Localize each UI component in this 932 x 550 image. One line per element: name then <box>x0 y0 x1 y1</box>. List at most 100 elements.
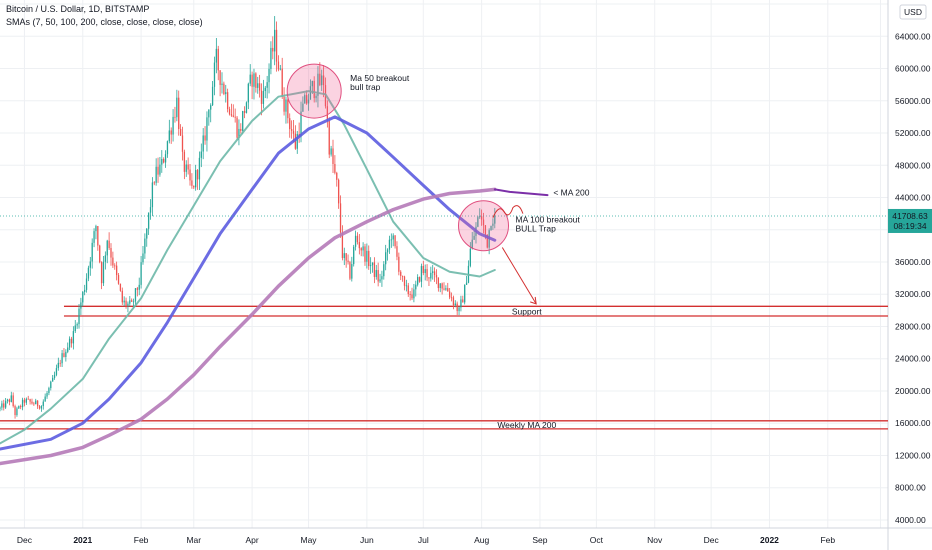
candle-body <box>29 399 31 402</box>
candle <box>38 405 41 410</box>
candle-body <box>20 406 22 408</box>
candle-body <box>433 271 436 276</box>
candle-body <box>144 238 146 254</box>
candle <box>422 260 424 276</box>
candle <box>249 64 251 87</box>
candle-body <box>63 353 65 357</box>
candle-body <box>191 180 193 186</box>
candle-body <box>61 353 63 364</box>
candle-body <box>287 99 289 119</box>
y-tick-label: 64000.00 <box>895 31 931 41</box>
candle <box>477 215 479 228</box>
x-tick-label: Dec <box>17 535 33 545</box>
weekly-ma200-label: Weekly MA 200 <box>497 420 556 430</box>
candle-body <box>275 29 278 62</box>
candle-body <box>317 73 319 96</box>
candle <box>161 150 163 173</box>
candle-body <box>315 95 317 99</box>
candle <box>386 248 389 261</box>
candle <box>358 234 360 255</box>
candle <box>242 110 244 135</box>
candle-body <box>341 232 344 259</box>
x-tick-label: Jun <box>360 535 374 545</box>
candle-body <box>202 135 204 152</box>
candle-body <box>339 203 342 233</box>
candle <box>257 76 259 94</box>
candle-body <box>486 234 488 248</box>
candle <box>89 256 91 276</box>
candle <box>364 243 366 266</box>
candle-body <box>121 290 123 303</box>
candle-body <box>247 83 249 103</box>
candle-body <box>253 73 255 87</box>
candle <box>157 157 159 183</box>
candle-body <box>44 396 46 402</box>
candle <box>129 296 131 307</box>
candle-body <box>285 99 287 112</box>
candle-body <box>482 219 485 226</box>
candle-body <box>215 48 218 63</box>
support-zone <box>63 305 888 317</box>
candle <box>270 41 272 75</box>
candle <box>407 282 409 297</box>
candle <box>353 244 355 267</box>
candles <box>0 16 496 419</box>
candle <box>448 288 451 300</box>
candle-body <box>3 403 5 408</box>
candle-body <box>437 277 440 289</box>
candle <box>12 392 14 408</box>
candle-body <box>266 82 268 88</box>
candle-body <box>343 253 345 259</box>
candle-body <box>407 285 409 295</box>
candle-body <box>72 331 75 344</box>
candle-body <box>211 86 214 106</box>
candle <box>345 253 347 268</box>
candle <box>193 185 195 189</box>
x-tick-label: Nov <box>647 535 663 545</box>
candle <box>433 267 436 282</box>
candle-body <box>18 406 20 409</box>
chart-symbol-title: Bitcoin / U.S. Dollar, 1D, BITSTAMP <box>6 4 150 14</box>
candle-body <box>176 97 178 118</box>
candle <box>183 149 186 180</box>
candle <box>119 283 122 292</box>
candle <box>313 76 315 103</box>
candle <box>42 399 44 410</box>
candle-body <box>57 362 59 369</box>
candle <box>31 398 33 405</box>
candle <box>131 298 133 302</box>
candle-body <box>279 68 281 70</box>
candle-body <box>479 216 481 218</box>
y-tick-label: 4000.00 <box>895 515 926 525</box>
candle <box>155 158 157 186</box>
candle-body <box>226 92 229 110</box>
candle-body <box>236 117 238 138</box>
candle <box>110 243 112 266</box>
candle <box>225 84 227 103</box>
candle-body <box>84 289 86 292</box>
candle <box>392 233 394 247</box>
candle <box>140 256 142 289</box>
candle <box>234 108 236 123</box>
candle-body <box>74 325 76 332</box>
candle-body <box>50 381 52 389</box>
candle-body <box>432 271 434 273</box>
candle-body <box>409 294 411 295</box>
candle <box>136 286 138 297</box>
candle-body <box>217 48 219 71</box>
candle-body <box>8 399 11 402</box>
candle <box>354 230 357 251</box>
candle <box>349 260 351 281</box>
candle-body <box>213 62 216 87</box>
ma50-breakout-text: Ma 50 breakout <box>350 73 410 83</box>
candle <box>289 113 291 138</box>
candle-body <box>492 223 494 226</box>
candle-body <box>441 283 443 289</box>
candle <box>388 235 391 254</box>
candle-body <box>52 377 54 382</box>
candle-body <box>292 130 295 134</box>
candle <box>405 279 408 292</box>
candle <box>411 287 413 301</box>
candle-body <box>405 285 408 287</box>
